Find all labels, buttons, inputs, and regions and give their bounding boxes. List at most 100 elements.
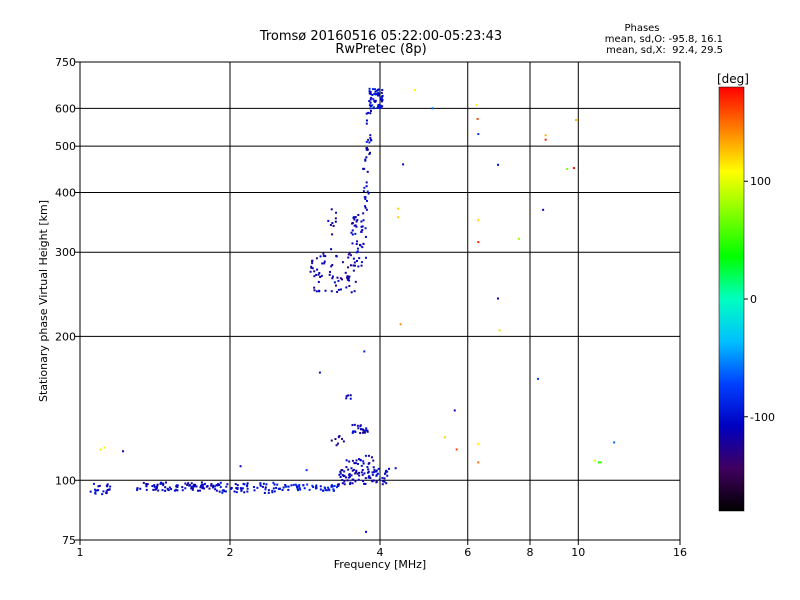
data-point (362, 428, 365, 431)
data-point (364, 227, 367, 230)
data-point (599, 461, 602, 464)
data-point (348, 473, 351, 476)
data-point (246, 490, 249, 493)
data-point (330, 439, 333, 442)
data-point (277, 487, 280, 490)
data-point (364, 235, 367, 238)
y-axis-ticks: 75 100 200 300 400 500 600 750 (55, 56, 80, 547)
colorbar-tick-label: 100 (750, 175, 771, 188)
data-point (381, 476, 384, 479)
data-point (318, 272, 321, 275)
data-point (334, 438, 337, 441)
data-point (362, 242, 365, 245)
data-point (187, 482, 190, 485)
data-point (221, 489, 224, 492)
data-point (299, 488, 302, 491)
data-point (477, 133, 480, 136)
x-tick-label: 10 (571, 546, 585, 559)
data-point (310, 265, 313, 268)
data-point (190, 487, 193, 490)
data-point (285, 485, 288, 488)
data-point (373, 92, 376, 95)
data-point (212, 486, 215, 489)
data-point (358, 474, 361, 477)
data-point (296, 487, 299, 490)
data-point (214, 488, 217, 491)
data-point (322, 254, 325, 257)
data-point (350, 467, 353, 470)
data-point (374, 88, 377, 91)
data-point (368, 104, 371, 107)
data-point (311, 484, 314, 487)
data-point (145, 484, 148, 487)
data-point (103, 446, 106, 449)
data-point (347, 277, 350, 280)
data-point (365, 429, 368, 432)
data-point (355, 225, 358, 228)
data-point (136, 487, 139, 490)
data-point (108, 488, 111, 491)
data-point (272, 481, 275, 484)
data-point (324, 289, 327, 292)
data-point (566, 167, 569, 170)
data-point (380, 104, 383, 107)
data-point (366, 429, 369, 432)
data-point (322, 252, 325, 255)
data-point (200, 483, 203, 486)
data-point (226, 483, 229, 486)
data-point (353, 423, 356, 426)
data-point (176, 484, 179, 487)
data-point (355, 243, 358, 246)
data-point (369, 476, 372, 479)
data-point (383, 477, 386, 480)
data-point (352, 468, 355, 471)
data-point (368, 87, 371, 90)
data-point (373, 468, 376, 471)
data-point (363, 196, 366, 199)
data-point (368, 92, 371, 95)
data-point (219, 486, 222, 489)
data-point (355, 471, 358, 474)
data-point (372, 479, 375, 482)
data-point (593, 459, 596, 462)
data-point (324, 489, 327, 492)
data-point (298, 485, 301, 488)
data-point (371, 93, 374, 96)
data-point (136, 489, 139, 492)
data-point (336, 442, 339, 445)
data-point (328, 489, 331, 492)
data-point (544, 138, 547, 141)
data-point (253, 489, 256, 492)
data-point (319, 255, 322, 258)
data-point (353, 430, 356, 433)
data-point (190, 485, 193, 488)
data-point (352, 430, 355, 433)
data-point (164, 489, 167, 492)
data-point (354, 216, 357, 219)
y-tick-label: 100 (55, 474, 76, 487)
data-point (261, 485, 264, 488)
data-point (236, 487, 239, 490)
data-point (330, 485, 333, 488)
data-point (355, 220, 358, 223)
data-point (357, 427, 360, 430)
data-point (97, 489, 100, 492)
data-point (339, 472, 342, 475)
data-point (385, 482, 388, 485)
data-point (366, 170, 369, 173)
data-point (246, 482, 249, 485)
data-point (212, 484, 215, 487)
data-point (319, 485, 322, 488)
data-point (496, 163, 499, 166)
data-point (381, 95, 384, 98)
data-point (351, 242, 354, 245)
data-point (335, 211, 338, 214)
data-point (109, 485, 112, 488)
data-point (319, 488, 322, 491)
data-point (354, 472, 357, 475)
data-point (324, 255, 327, 258)
data-point (351, 431, 354, 434)
data-point (345, 459, 348, 462)
data-point (365, 427, 368, 430)
data-point (351, 229, 354, 232)
